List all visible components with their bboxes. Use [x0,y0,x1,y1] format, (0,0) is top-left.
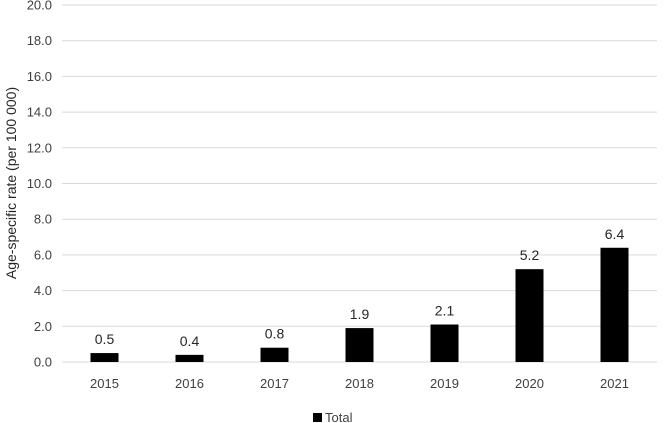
y-tick-label: 20.0 [27,0,52,13]
x-tick-label-2020: 2020 [515,376,544,391]
data-label-2018: 1.9 [350,306,370,322]
bar-2017 [260,347,289,362]
data-label-2020: 5.2 [520,247,540,263]
bar-2019 [430,324,459,362]
legend-swatch-total [313,413,322,422]
legend: Total [313,410,353,423]
y-tick-label: 0.0 [34,355,52,370]
x-tick-label-2021: 2021 [600,376,629,391]
gridlines [62,4,657,363]
y-tick-label: 4.0 [34,283,52,298]
y-axis-ticks: 0.0 2.0 4.0 6.0 8.0 10.0 12.0 14.0 16.0 18.0 20.0 [27,0,52,370]
x-tick-label-2019: 2019 [430,376,459,391]
data-label-2021: 6.4 [605,226,625,242]
y-tick-label: 6.0 [34,247,52,262]
y-tick-label: 2.0 [34,319,52,334]
x-tick-label-2018: 2018 [345,376,374,391]
y-axis-label: Age-specific rate (per 100 000) [3,87,19,279]
bar-2018 [345,328,374,362]
bar-2020 [515,269,544,362]
y-tick-label: 14.0 [27,105,52,120]
y-tick-label: 10.0 [27,176,52,191]
legend-label-total: Total [325,410,353,423]
x-tick-label-2015: 2015 [90,376,119,391]
y-tick-label: 8.0 [34,212,52,227]
bar-2015 [90,353,119,362]
data-label-2016: 0.4 [180,333,200,349]
x-axis-ticks: 2015 2016 2017 2018 2019 2020 2021 [90,376,629,391]
y-tick-label: 16.0 [27,69,52,84]
bar-2021 [600,247,629,362]
bar-2016 [175,354,204,362]
data-label-2017: 0.8 [265,326,285,342]
data-label-2019: 2.1 [435,303,455,319]
x-tick-label-2017: 2017 [260,376,289,391]
data-label-2015: 0.5 [95,331,115,347]
y-tick-label: 18.0 [27,33,52,48]
bars [90,247,629,362]
x-tick-label-2016: 2016 [175,376,204,391]
y-tick-label: 12.0 [27,140,52,155]
data-labels: 0.5 0.4 0.8 1.9 2.1 5.2 6.4 [95,226,625,349]
